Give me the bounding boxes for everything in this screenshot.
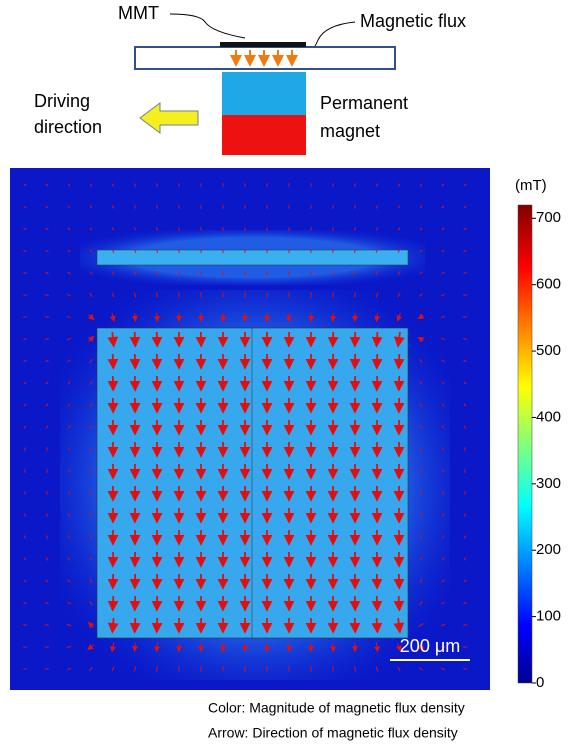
field-arrow xyxy=(112,618,113,632)
magnet-bottom xyxy=(222,115,306,155)
field-arrow xyxy=(179,292,180,297)
scale-label: 200 μm xyxy=(400,636,460,656)
page: MMT Magnetic flux Driving direction Perm… xyxy=(0,0,576,746)
label: Driving xyxy=(34,91,90,111)
field-arrow xyxy=(441,317,445,318)
label: direction xyxy=(34,117,102,137)
magnet-region xyxy=(97,328,408,638)
label: MMT xyxy=(118,3,159,23)
label: magnet xyxy=(320,121,380,141)
caption: Color: Magnitude of magnetic flux densit… xyxy=(208,700,465,716)
field-arrow xyxy=(201,183,202,186)
field-arrow xyxy=(355,313,356,321)
colorbar-scale xyxy=(518,205,532,683)
caption: Arrow: Direction of magnetic flux densit… xyxy=(208,725,458,741)
field-arrow xyxy=(311,183,312,186)
tick-label: 600 xyxy=(536,276,561,293)
tick-label: 100 xyxy=(536,608,561,625)
field-arrow xyxy=(135,332,136,346)
field-arrow xyxy=(113,354,114,368)
field-arrow xyxy=(333,292,334,297)
field-arrow xyxy=(311,227,312,231)
field-arrow xyxy=(289,643,290,651)
label: Magnetic flux xyxy=(360,11,466,31)
tick-label: 200 xyxy=(536,541,561,558)
field-arrow xyxy=(157,332,158,346)
field-map: 200 μm xyxy=(10,168,490,690)
field-arrow xyxy=(377,354,378,368)
field-arrow xyxy=(23,295,26,296)
field-arrow xyxy=(179,271,180,275)
field-arrow xyxy=(377,332,378,346)
colorbar: (mT) 0 100 200 300 400 500 600 700 xyxy=(515,177,561,691)
field-arrow xyxy=(333,666,334,671)
magnet-top xyxy=(222,72,306,115)
field-arrow xyxy=(113,596,114,610)
unit: (mT) xyxy=(515,177,547,194)
label: Permanent xyxy=(320,93,408,113)
field-arrow xyxy=(91,513,92,516)
field-arrow xyxy=(67,647,71,648)
field-arrow xyxy=(377,618,378,632)
figure: MMT Magnetic flux Driving direction Perm… xyxy=(0,0,576,746)
field-arrow xyxy=(135,618,136,632)
leader xyxy=(170,14,245,38)
tick-label: 400 xyxy=(536,408,561,425)
drive-arrow xyxy=(140,103,198,133)
tick-label: 500 xyxy=(536,342,561,359)
tick-label: 700 xyxy=(536,209,561,226)
field-arrow xyxy=(201,249,202,253)
field-arrow xyxy=(311,205,312,208)
field-arrow xyxy=(399,354,400,368)
mmt-region xyxy=(97,250,408,265)
field-arrow xyxy=(311,249,312,253)
tick-label: 300 xyxy=(536,475,561,492)
tick-label: 0 xyxy=(536,674,544,691)
field-arrow xyxy=(311,271,312,275)
mmt xyxy=(220,42,306,47)
field-arrow xyxy=(333,332,334,346)
field-arrow xyxy=(201,227,202,231)
field-arrow xyxy=(179,666,180,671)
field-arrow xyxy=(201,313,202,321)
field-arrow xyxy=(399,596,400,610)
field-arrow xyxy=(201,205,202,208)
schematic: MMT Magnetic flux Driving direction Perm… xyxy=(34,3,466,155)
